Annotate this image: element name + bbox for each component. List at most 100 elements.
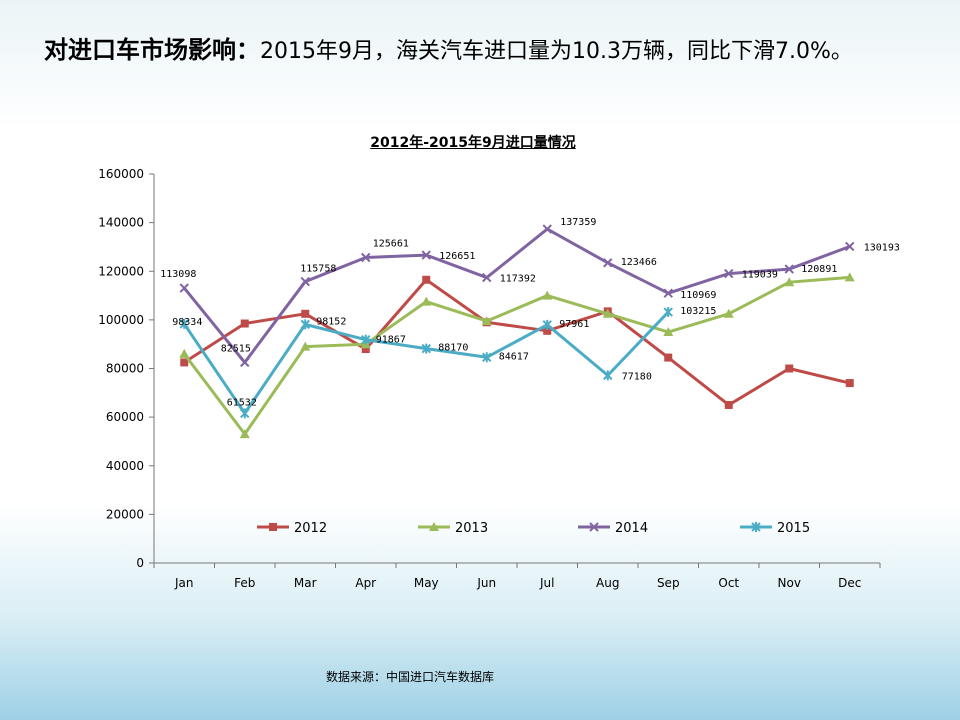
data-label-2015: 77180 [622, 371, 652, 382]
data-point-2014 [421, 250, 431, 260]
data-source-note: 数据来源：中国进口汽车数据库 [325, 670, 494, 684]
x-tick-label: Apr [355, 576, 376, 590]
data-point-2013 [542, 290, 553, 300]
data-label-2015: 84617 [499, 351, 529, 362]
data-label-2014: 119039 [742, 270, 778, 281]
x-tick-label: Dec [838, 576, 861, 590]
x-tick-label: Feb [234, 576, 255, 590]
data-label-2014: 117392 [500, 274, 536, 285]
data-point-2013 [300, 341, 311, 351]
data-point-2013 [239, 429, 250, 439]
data-point-2013 [663, 327, 674, 337]
data-point-2015 [421, 343, 431, 354]
data-point-2014 [845, 241, 855, 252]
data-point-2014 [240, 357, 250, 368]
data-point-2012 [543, 326, 552, 335]
legend-label-2015: 2015 [777, 521, 810, 536]
x-tick-label: May [414, 576, 439, 590]
series-line-2013 [183, 275, 850, 436]
y-tick-label: 0 [136, 556, 144, 570]
chart-title: 2012年-2015年9月进口量情况 [370, 135, 576, 151]
y-tick-label: 140000 [98, 216, 144, 230]
data-label-2014: 126651 [439, 251, 475, 262]
data-point-2015 [663, 307, 673, 318]
x-tick-label: Sep [657, 576, 680, 590]
data-point-2015 [240, 408, 250, 419]
legend-label-2012: 2012 [294, 521, 327, 536]
data-point-2013 [723, 308, 734, 318]
data-point-2014 [784, 264, 794, 274]
data-point-2012 [361, 345, 370, 354]
data-label-2014: 120891 [801, 264, 837, 275]
x-tick-label: Oct [718, 576, 739, 590]
x-tick-label: Mar [294, 576, 317, 590]
legend-marker-2012 [269, 523, 277, 531]
data-point-2012 [422, 275, 431, 284]
series-line-2012 [183, 278, 851, 407]
data-point-2013 [179, 348, 190, 358]
data-label-2014: 115758 [300, 264, 336, 275]
slide-title: 对进口车市场影响：2015年9月，海关汽车进口量为10.3万辆，同比下滑7.0%… [44, 30, 853, 65]
y-tick-label: 40000 [106, 459, 144, 473]
data-label-2014: 130193 [864, 242, 900, 253]
slide-title-lead: 对进口车市场影响： [44, 36, 260, 64]
data-point-2015 [179, 318, 189, 329]
y-tick-label: 160000 [98, 167, 144, 181]
data-label-2014: 110969 [680, 290, 716, 301]
y-tick-label: 120000 [98, 264, 144, 278]
data-point-2012 [785, 364, 794, 373]
data-point-2012 [301, 309, 310, 318]
data-point-2012 [180, 358, 189, 367]
data-point-2015 [300, 319, 310, 330]
data-label-2014: 82515 [221, 343, 251, 354]
data-point-2012 [664, 353, 673, 362]
x-tick-label: Aug [596, 576, 619, 590]
data-label-2015: 88170 [438, 343, 468, 354]
data-point-2012 [845, 379, 854, 388]
x-tick-label: Jan [174, 576, 194, 590]
data-point-2013 [784, 277, 795, 287]
data-label-2015: 98334 [172, 317, 202, 328]
legend-marker-2014 [589, 522, 599, 532]
y-tick-label: 20000 [106, 507, 144, 521]
y-tick-label: 60000 [106, 410, 144, 424]
series-line-2014 [183, 227, 851, 364]
data-point-2014 [542, 224, 552, 234]
data-point-2014 [724, 268, 734, 279]
data-point-2014 [179, 283, 189, 293]
data-label-2014: 123466 [621, 257, 657, 268]
data-point-2014 [663, 288, 673, 298]
data-label-2014: 113098 [160, 269, 196, 280]
x-tick-label: Nov [778, 576, 801, 590]
data-point-2013 [844, 272, 855, 282]
data-point-2013 [602, 308, 613, 318]
data-label-2015: 103215 [680, 306, 716, 317]
data-point-2012 [240, 319, 249, 328]
legend-label-2014: 2014 [615, 521, 648, 536]
data-point-2015 [361, 334, 371, 345]
data-label-2015: 97961 [559, 319, 589, 330]
data-point-2015 [482, 352, 492, 363]
data-point-2012 [724, 400, 733, 409]
data-point-2015 [542, 319, 552, 330]
data-label-2014: 137359 [560, 217, 596, 228]
data-point-2013 [421, 296, 432, 306]
slide-title-text: 2015年9月，海关汽车进口量为10.3万辆，同比下滑7.0%。 [260, 39, 853, 64]
legend-marker-2013 [429, 522, 439, 531]
data-point-2015 [603, 370, 613, 381]
data-label-2015: 91867 [376, 335, 406, 346]
legend-label-2013: 2013 [455, 521, 488, 536]
data-label-2015: 98152 [316, 316, 346, 327]
data-point-2014 [361, 252, 371, 263]
legend-marker-2015 [751, 522, 761, 532]
data-label-2015: 61532 [227, 397, 257, 408]
y-tick-label: 100000 [98, 313, 144, 327]
data-point-2014 [482, 272, 492, 283]
y-tick-label: 80000 [106, 362, 144, 376]
data-point-2014 [300, 276, 310, 287]
data-point-2013 [481, 316, 492, 326]
x-tick-label: Jun [476, 576, 496, 590]
x-tick-label: Jul [539, 576, 554, 590]
data-point-2014 [603, 258, 613, 268]
